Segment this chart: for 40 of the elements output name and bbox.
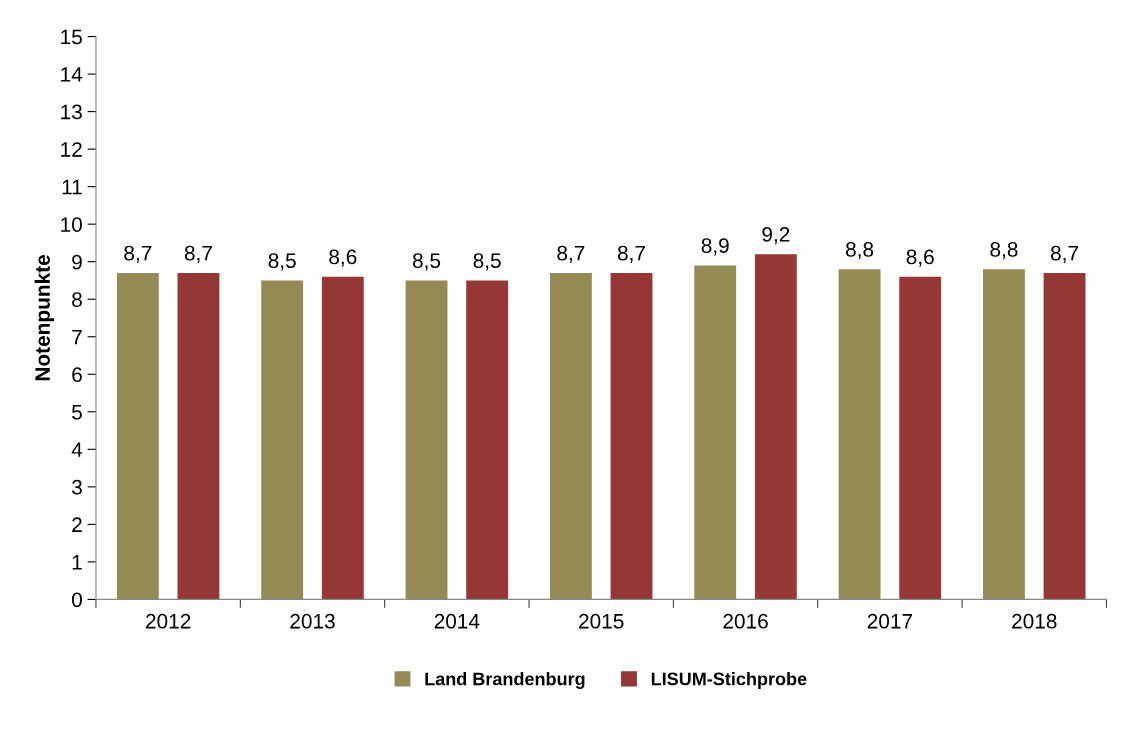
y-tick-label: 13	[61, 104, 82, 120]
y-tick-label: 2	[72, 517, 82, 532]
y-tick-label: 6	[72, 367, 82, 383]
x-tick-label: 2012	[146, 613, 191, 629]
y-tick-label: 8	[72, 292, 82, 307]
y-tick-label: 10	[61, 217, 82, 232]
data-label: 8,7	[1050, 245, 1078, 263]
y-tick-label: 15	[61, 29, 82, 45]
y-tick-label: 4	[71, 442, 83, 457]
y-tick-label: 12	[61, 142, 82, 157]
data-label: 8,5	[268, 253, 296, 271]
y-tick-label: 14	[61, 67, 83, 82]
y-tick-label: 11	[62, 179, 82, 195]
data-label: 9,2	[762, 226, 790, 245]
y-tick-label: 7	[72, 329, 82, 345]
y-tick-label: 5	[72, 405, 82, 420]
y-axis-title: Notenpunkte	[34, 255, 55, 381]
data-label: 8,7	[184, 245, 212, 263]
data-label: 8,7	[124, 245, 152, 263]
x-tick-label: 2015	[579, 613, 624, 629]
data-label: 8,6	[906, 249, 934, 267]
legend-label: Land Brandenburg	[425, 672, 585, 689]
data-label: 8,7	[557, 245, 585, 263]
data-label: 8,5	[412, 253, 441, 271]
x-tick-label: 2014	[434, 613, 480, 629]
data-label: 8,8	[846, 242, 874, 260]
x-tick-label: 2016	[723, 613, 768, 629]
data-label: 8,7	[617, 245, 645, 263]
y-tick-label: 9	[72, 254, 82, 270]
y-tick-label: 3	[71, 479, 82, 495]
data-label: 8,6	[329, 249, 357, 267]
x-tick-label: 2017	[867, 613, 913, 629]
x-tick-label: 2018	[1012, 613, 1057, 629]
data-label: 8,9	[701, 238, 729, 256]
legend-label: LISUM-Stichprobe	[651, 672, 807, 689]
y-tick-label: 0	[72, 592, 82, 608]
data-label: 8,5	[473, 253, 501, 271]
data-label: 8,8	[990, 242, 1018, 260]
x-tick-label: 2013	[290, 613, 335, 629]
y-tick-label: 1	[72, 555, 82, 570]
